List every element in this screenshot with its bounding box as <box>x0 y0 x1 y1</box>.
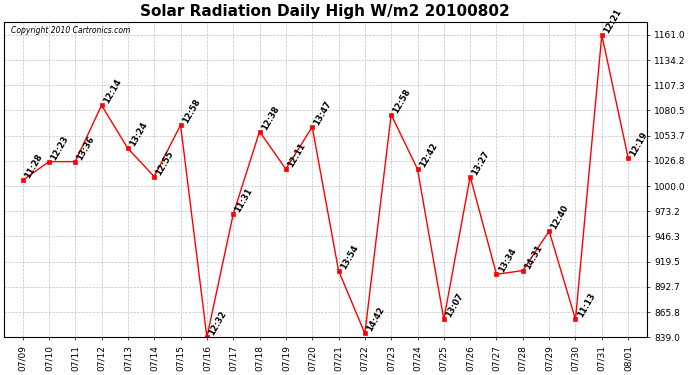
Text: 12:42: 12:42 <box>417 141 439 169</box>
Text: 14:42: 14:42 <box>365 306 386 333</box>
Text: 12:38: 12:38 <box>259 104 281 132</box>
Text: 12:11: 12:11 <box>286 141 307 169</box>
Text: 13:54: 13:54 <box>339 243 359 270</box>
Text: 12:40: 12:40 <box>549 203 571 231</box>
Text: 13:24: 13:24 <box>128 121 149 148</box>
Text: 13:07: 13:07 <box>444 292 465 320</box>
Text: 12:58: 12:58 <box>181 98 201 125</box>
Text: 13:36: 13:36 <box>75 134 97 162</box>
Text: 12:58: 12:58 <box>391 87 413 115</box>
Text: 12:14: 12:14 <box>101 78 123 105</box>
Text: 13:27: 13:27 <box>470 149 491 177</box>
Text: 11:31: 11:31 <box>233 186 255 214</box>
Text: 12:21: 12:21 <box>602 7 623 35</box>
Text: 13:47: 13:47 <box>312 99 333 127</box>
Text: 14:31: 14:31 <box>523 243 544 270</box>
Text: 11:13: 11:13 <box>575 292 597 320</box>
Text: Copyright 2010 Cartronics.com: Copyright 2010 Cartronics.com <box>10 27 130 36</box>
Text: 12:19: 12:19 <box>628 130 649 158</box>
Text: 13:34: 13:34 <box>497 247 518 274</box>
Text: 11:28: 11:28 <box>23 153 43 180</box>
Text: 12:32: 12:32 <box>207 309 228 337</box>
Text: 12:55: 12:55 <box>155 149 175 177</box>
Title: Solar Radiation Daily High W/m2 20100802: Solar Radiation Daily High W/m2 20100802 <box>141 4 510 19</box>
Text: 12:23: 12:23 <box>49 134 70 162</box>
